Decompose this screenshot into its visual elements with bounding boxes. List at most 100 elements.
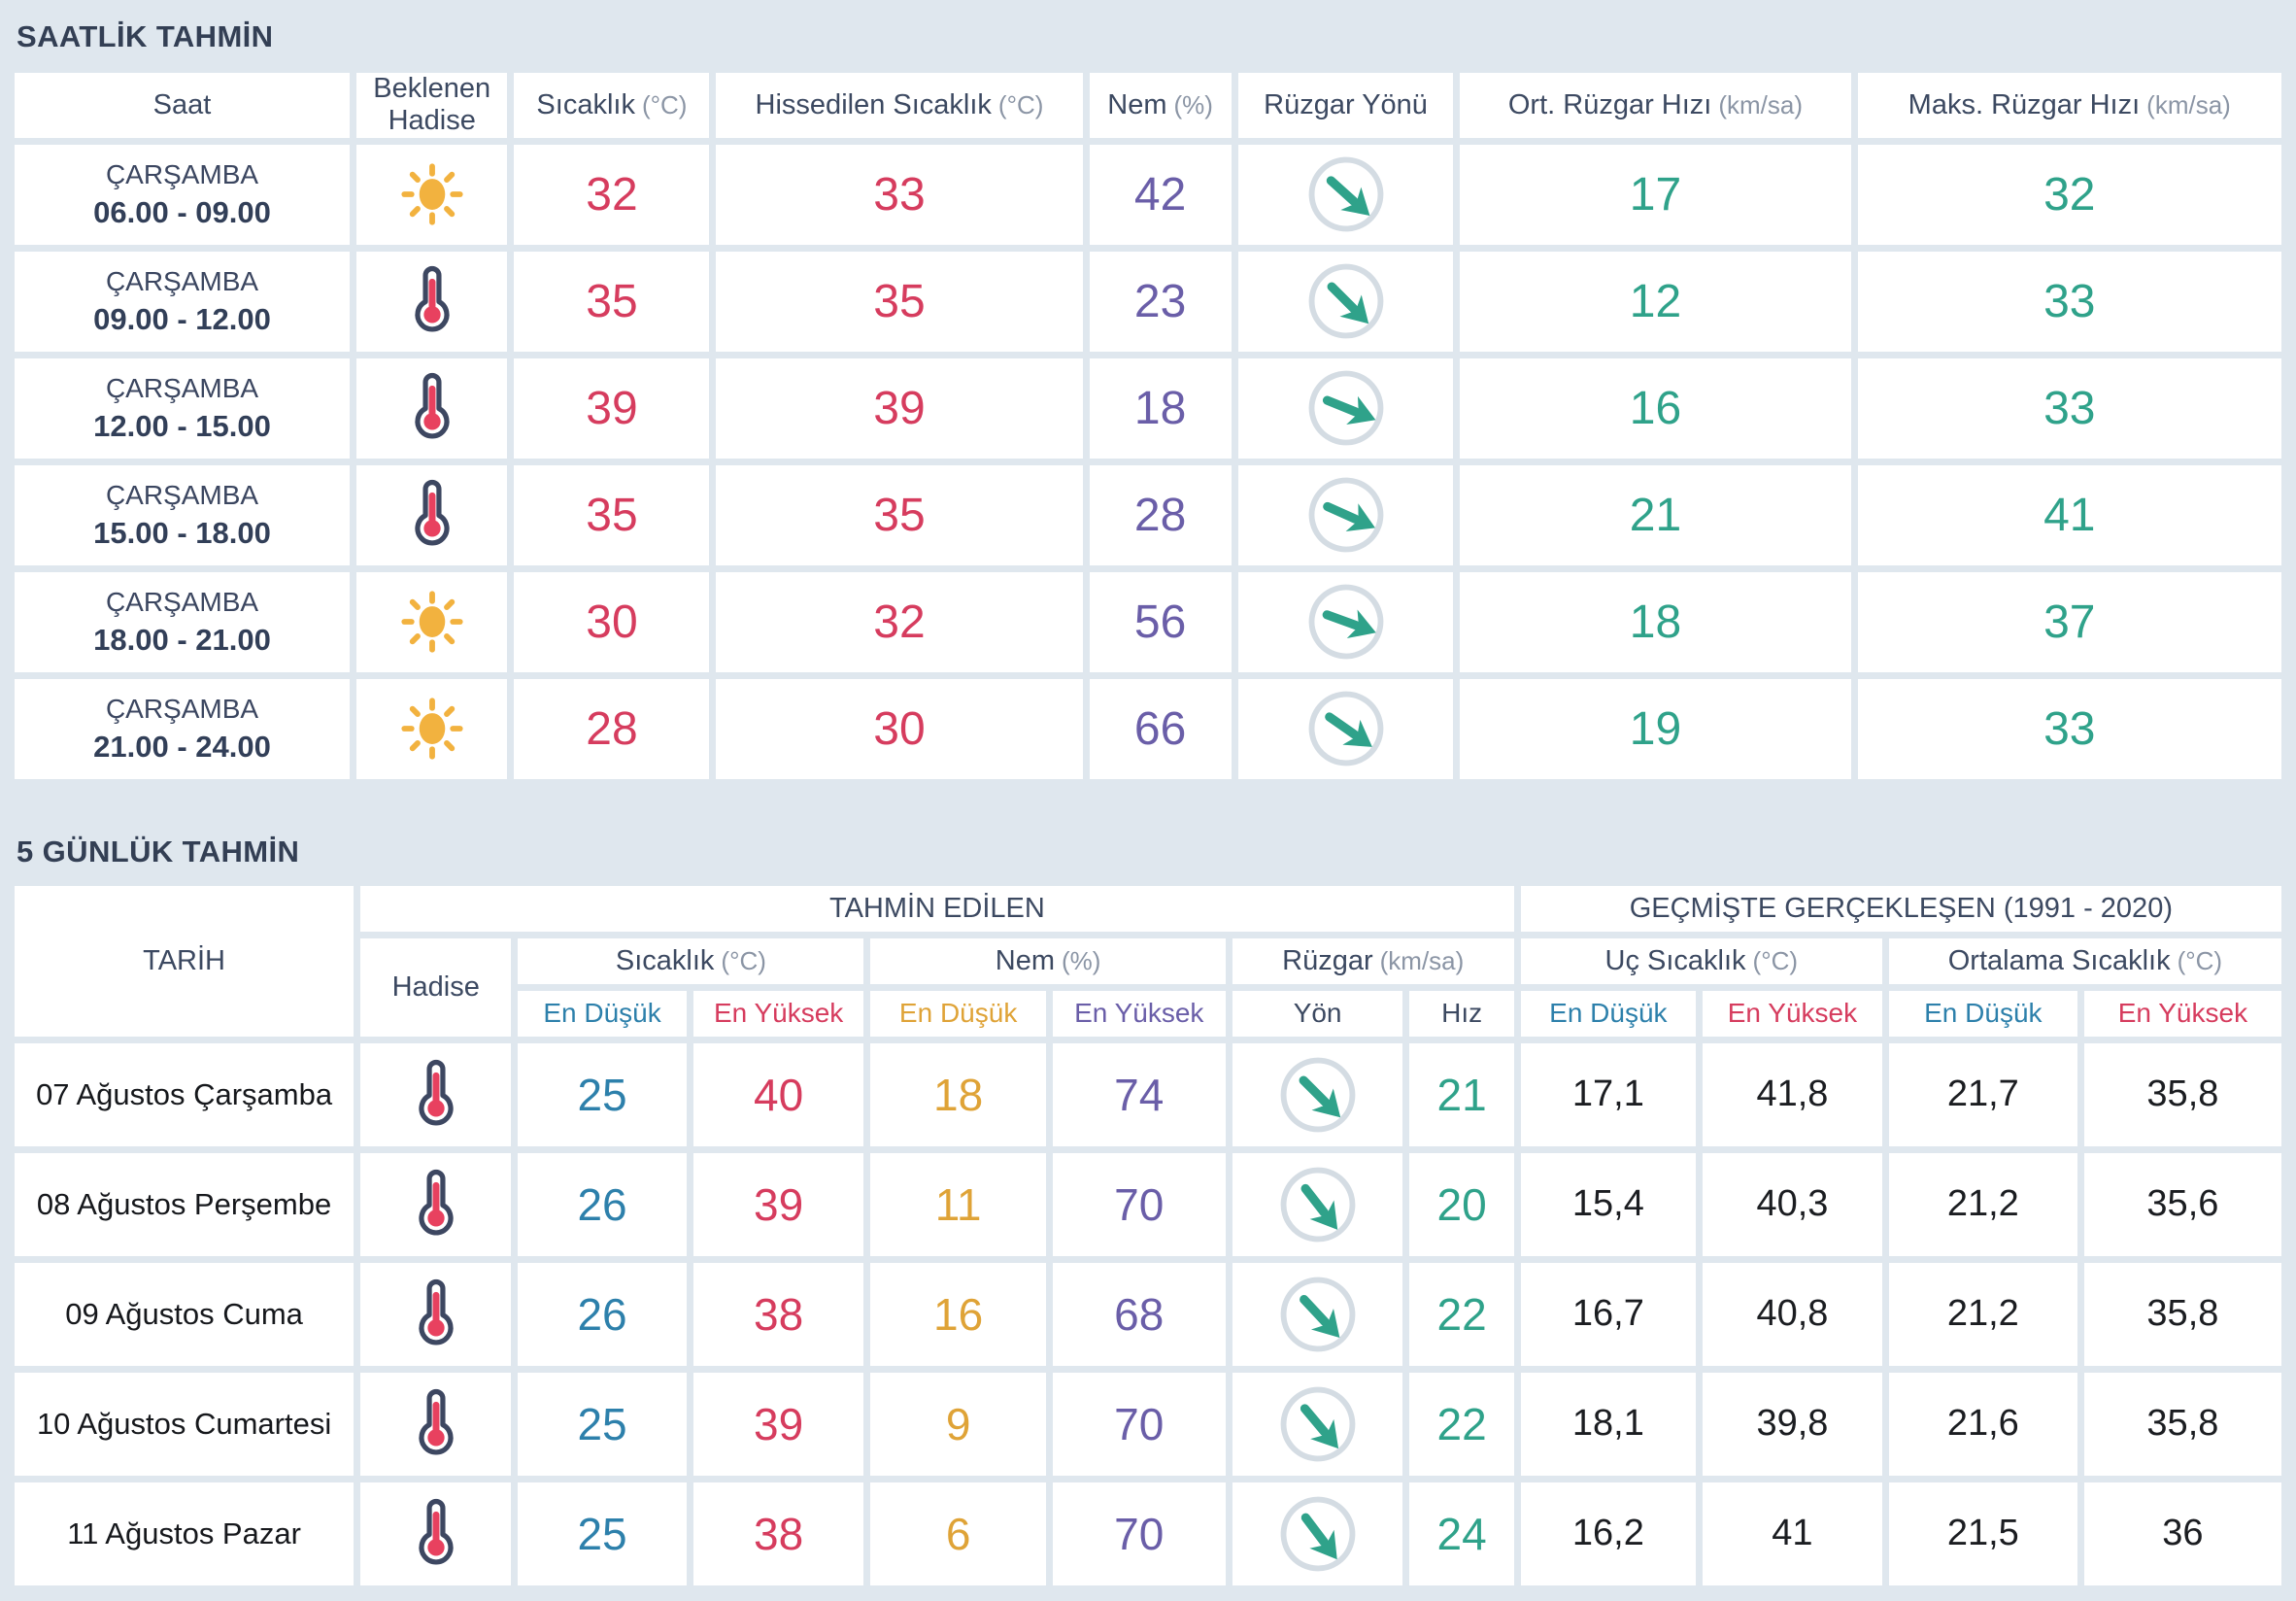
max-temp-cell: 39	[692, 1372, 864, 1476]
wind-direction-cell	[1232, 1482, 1403, 1585]
subheader-humidity-max: En Yüksek	[1052, 990, 1226, 1037]
max-temp-cell: 40	[692, 1042, 864, 1146]
hist-average-max-cell: 35,8	[2083, 1372, 2281, 1476]
daily-forecast-section: 5 GÜNLÜK TAHMİN TARİH TAHMİN EDİLEN GEÇM…	[15, 835, 2281, 1592]
hourly-row-2: ÇARŞAMBA 12.00 - 15.00 39 39 18 16 33	[15, 358, 2281, 459]
header-unit: (°C)	[997, 89, 1044, 119]
feels-like-cell: 35	[716, 464, 1083, 565]
wind-speed-cell: 20	[1409, 1152, 1514, 1256]
header-unit: (°C)	[1752, 945, 1799, 975]
header-label: Nem	[995, 944, 1056, 976]
header-unit: (°C)	[641, 89, 688, 119]
condition-cell	[360, 1152, 512, 1256]
temperature-cell: 39	[514, 358, 710, 459]
condition-cell	[356, 571, 508, 672]
sun-icon	[399, 589, 465, 655]
subheader-average-max: En Yüksek	[2083, 990, 2281, 1037]
avg-wind-speed-cell: 18	[1460, 571, 1851, 672]
min-temp-cell: 25	[518, 1482, 687, 1585]
daily-header-category-row: Hadise Sıcaklık (°C) Nem (%) Rüzgar (km/sa)…	[15, 937, 2281, 1037]
column-header-average-temperature: Ortalama Sıcaklık (°C)	[1888, 937, 2281, 984]
temperature-cell: 32	[514, 144, 710, 245]
time-range-label: 18.00 - 21.00	[93, 622, 271, 657]
header-unit: (°C)	[2177, 945, 2223, 975]
humidity-cell: 66	[1089, 678, 1232, 779]
hist-average-min-cell: 21,5	[1888, 1482, 2077, 1585]
hist-extreme-min-cell: 15,4	[1520, 1152, 1696, 1256]
avg-wind-speed-cell: 21	[1460, 464, 1851, 565]
day-label: ÇARŞAMBA	[105, 694, 259, 725]
avg-wind-speed-cell: 12	[1460, 251, 1851, 352]
wind-direction-arrow-icon	[1294, 572, 1399, 672]
max-wind-speed-cell: 41	[1857, 464, 2281, 565]
max-humidity-cell: 70	[1052, 1372, 1226, 1476]
max-humidity-cell: 70	[1052, 1482, 1226, 1585]
hist-extreme-max-cell: 41	[1703, 1482, 1882, 1585]
humidity-cell: 56	[1089, 571, 1232, 672]
condition-cell	[360, 1482, 512, 1585]
wind-direction-arrow-icon	[1289, 679, 1402, 779]
wind-direction-cell	[1232, 1372, 1403, 1476]
header-label: Nem	[1107, 88, 1167, 120]
wind-speed-cell: 22	[1409, 1372, 1514, 1476]
subheader-temp-min: En Düşük	[518, 990, 687, 1037]
thermometer-icon	[400, 1388, 472, 1460]
feels-like-cell: 35	[716, 251, 1083, 352]
column-header-avg-wind-speed: Ort. Rüzgar Hızı (km/sa)	[1460, 73, 1851, 138]
day-label: ÇARŞAMBA	[105, 587, 259, 618]
time-range-cell: ÇARŞAMBA 18.00 - 21.00	[15, 571, 351, 672]
daily-row-4: 11 Ağustos Pazar 25 38 6 70 24 16,2 41 2…	[15, 1482, 2281, 1585]
hist-average-max-cell: 35,8	[2083, 1262, 2281, 1366]
wind-direction-arrow-icon	[1261, 1153, 1375, 1256]
min-temp-cell: 26	[518, 1152, 687, 1256]
thermometer-icon	[396, 372, 468, 444]
thermometer-icon	[396, 265, 468, 337]
wind-direction-arrow-icon	[1293, 358, 1399, 459]
hist-extreme-max-cell: 39,8	[1703, 1372, 1882, 1476]
humidity-cell: 18	[1089, 358, 1232, 459]
condition-cell	[356, 251, 508, 352]
hourly-row-5: ÇARŞAMBA 21.00 - 24.00 28 30 66 19 33	[15, 678, 2281, 779]
hourly-row-0: ÇARŞAMBA 06.00 - 09.00 32 33 42 17 32	[15, 144, 2281, 245]
temperature-cell: 28	[514, 678, 710, 779]
column-header-temperature: Sıcaklık (°C)	[514, 73, 710, 138]
feels-like-cell: 33	[716, 144, 1083, 245]
temperature-cell: 35	[514, 464, 710, 565]
condition-cell	[356, 464, 508, 565]
hist-extreme-min-cell: 16,2	[1520, 1482, 1696, 1585]
thermometer-icon	[400, 1169, 472, 1241]
hourly-forecast-title: SAATLİK TAHMİN	[17, 19, 274, 53]
date-cell: 07 Ağustos Çarşamba	[15, 1042, 355, 1146]
day-label: ÇARŞAMBA	[105, 373, 259, 404]
wind-direction-arrow-icon	[1260, 1043, 1375, 1146]
min-temp-cell: 26	[518, 1262, 687, 1366]
header-label: Hissedilen Sıcaklık	[755, 88, 992, 120]
header-label: Ort. Rüzgar Hızı	[1507, 88, 1712, 120]
hist-average-max-cell: 36	[2083, 1482, 2281, 1585]
hourly-forecast-section: SAATLİK TAHMİN Saat Beklenen Hadise Sıca…	[15, 19, 2281, 786]
max-wind-speed-cell: 32	[1857, 144, 2281, 245]
condition-cell	[356, 678, 508, 779]
wind-speed-cell: 24	[1409, 1482, 1514, 1585]
max-wind-speed-cell: 33	[1857, 358, 2281, 459]
subheader-humidity-min: En Düşük	[870, 990, 1046, 1037]
condition-cell	[356, 144, 508, 245]
temperature-cell: 35	[514, 251, 710, 352]
subheader-temp-max: En Yüksek	[692, 990, 864, 1037]
wind-direction-arrow-icon	[1288, 145, 1403, 245]
column-header-humidity: Nem (%)	[870, 937, 1226, 984]
column-group-forecast: TAHMİN EDİLEN	[360, 885, 1514, 932]
feels-like-cell: 32	[716, 571, 1083, 672]
hourly-row-4: ÇARŞAMBA 18.00 - 21.00 30 32 56 18 37	[15, 571, 2281, 672]
thermometer-icon	[396, 479, 468, 551]
hist-extreme-min-cell: 18,1	[1520, 1372, 1696, 1476]
hist-extreme-max-cell: 41,8	[1703, 1042, 1882, 1146]
condition-cell	[360, 1042, 512, 1146]
subheader-extreme-max: En Yüksek	[1703, 990, 1882, 1037]
max-humidity-cell: 70	[1052, 1152, 1226, 1256]
header-label: Sıcaklık	[536, 88, 635, 120]
min-humidity-cell: 11	[870, 1152, 1046, 1256]
condition-cell	[356, 358, 508, 459]
hourly-header-row: Saat Beklenen Hadise Sıcaklık (°C) Hissed…	[15, 73, 2281, 138]
